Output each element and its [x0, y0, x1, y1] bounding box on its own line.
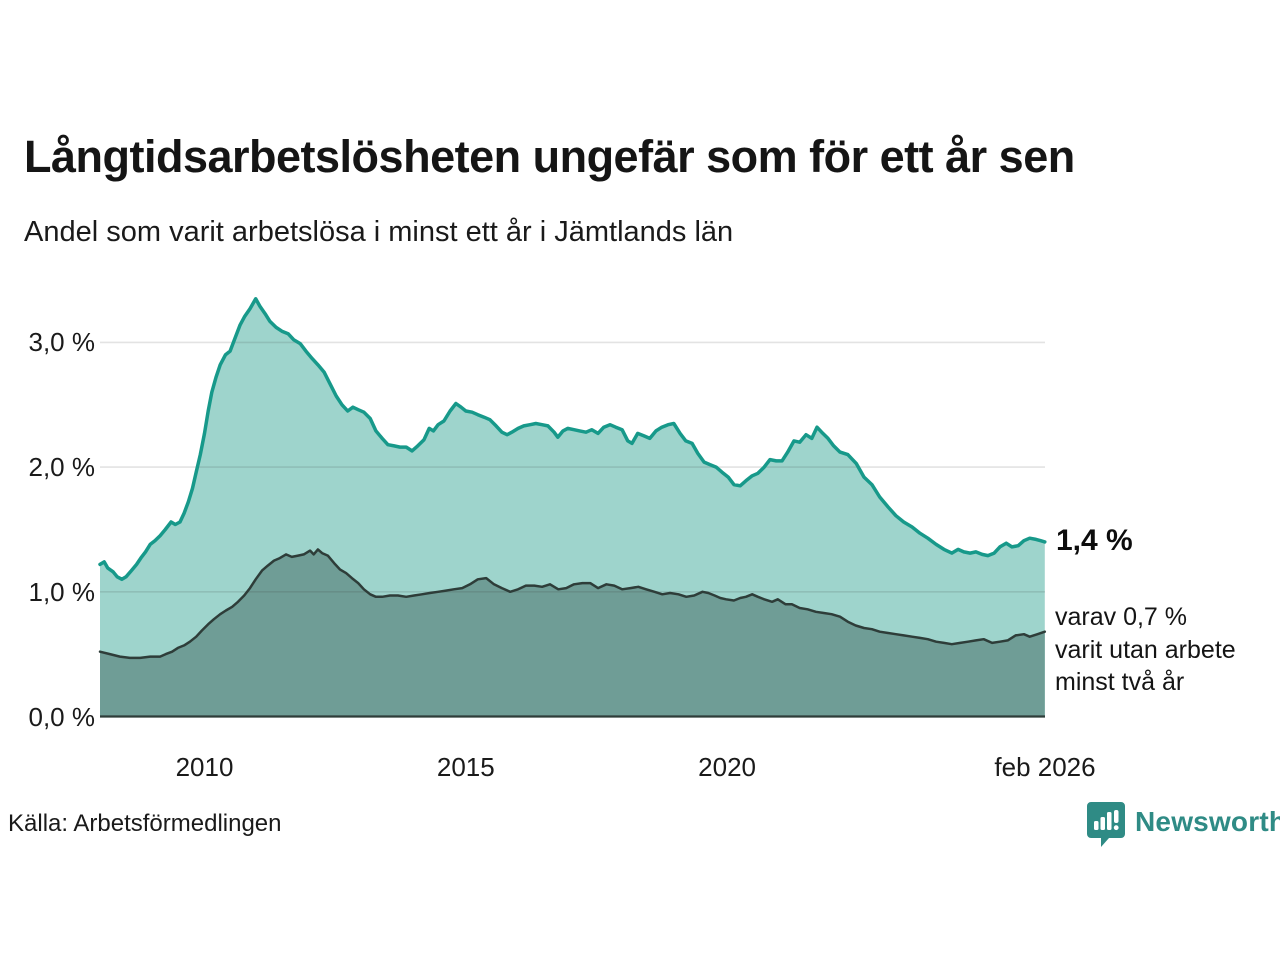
- series-line-0: [98, 297, 1047, 582]
- series-fill-0: [100, 298, 1045, 717]
- brand-logo: Newsworthy: [1087, 802, 1280, 850]
- brand-wordmark: Newsworthy: [1135, 806, 1280, 837]
- x-tick-label: 2010: [175, 752, 234, 782]
- latest-value-label: 1,4 %: [1056, 524, 1133, 557]
- series-line-1: [98, 548, 1047, 660]
- page-subtitle: Andel som varit arbetslösa i minst ett å…: [24, 216, 734, 248]
- series-fill-1: [100, 549, 1045, 717]
- y-tick-label: 1,0 %: [28, 576, 96, 607]
- bar-chart-speech-bubble-icon: [1087, 802, 1125, 847]
- y-tick-label: 3,0 %: [28, 327, 96, 358]
- secondary-annotation: varav 0,7 % varit utan arbete minst två …: [1055, 603, 1236, 696]
- page-title: Långtidsarbetslösheten ungefär som för e…: [24, 131, 1075, 182]
- x-tick-label: 2015: [436, 752, 495, 782]
- y-tick-label: 2,0 %: [28, 452, 96, 483]
- x-tick-label: feb 2026: [994, 752, 1096, 782]
- x-tick-label: 2020: [698, 752, 757, 782]
- source-caption: Källa: Arbetsförmedlingen: [8, 810, 282, 837]
- y-tick-label: 0,0 %: [28, 701, 96, 732]
